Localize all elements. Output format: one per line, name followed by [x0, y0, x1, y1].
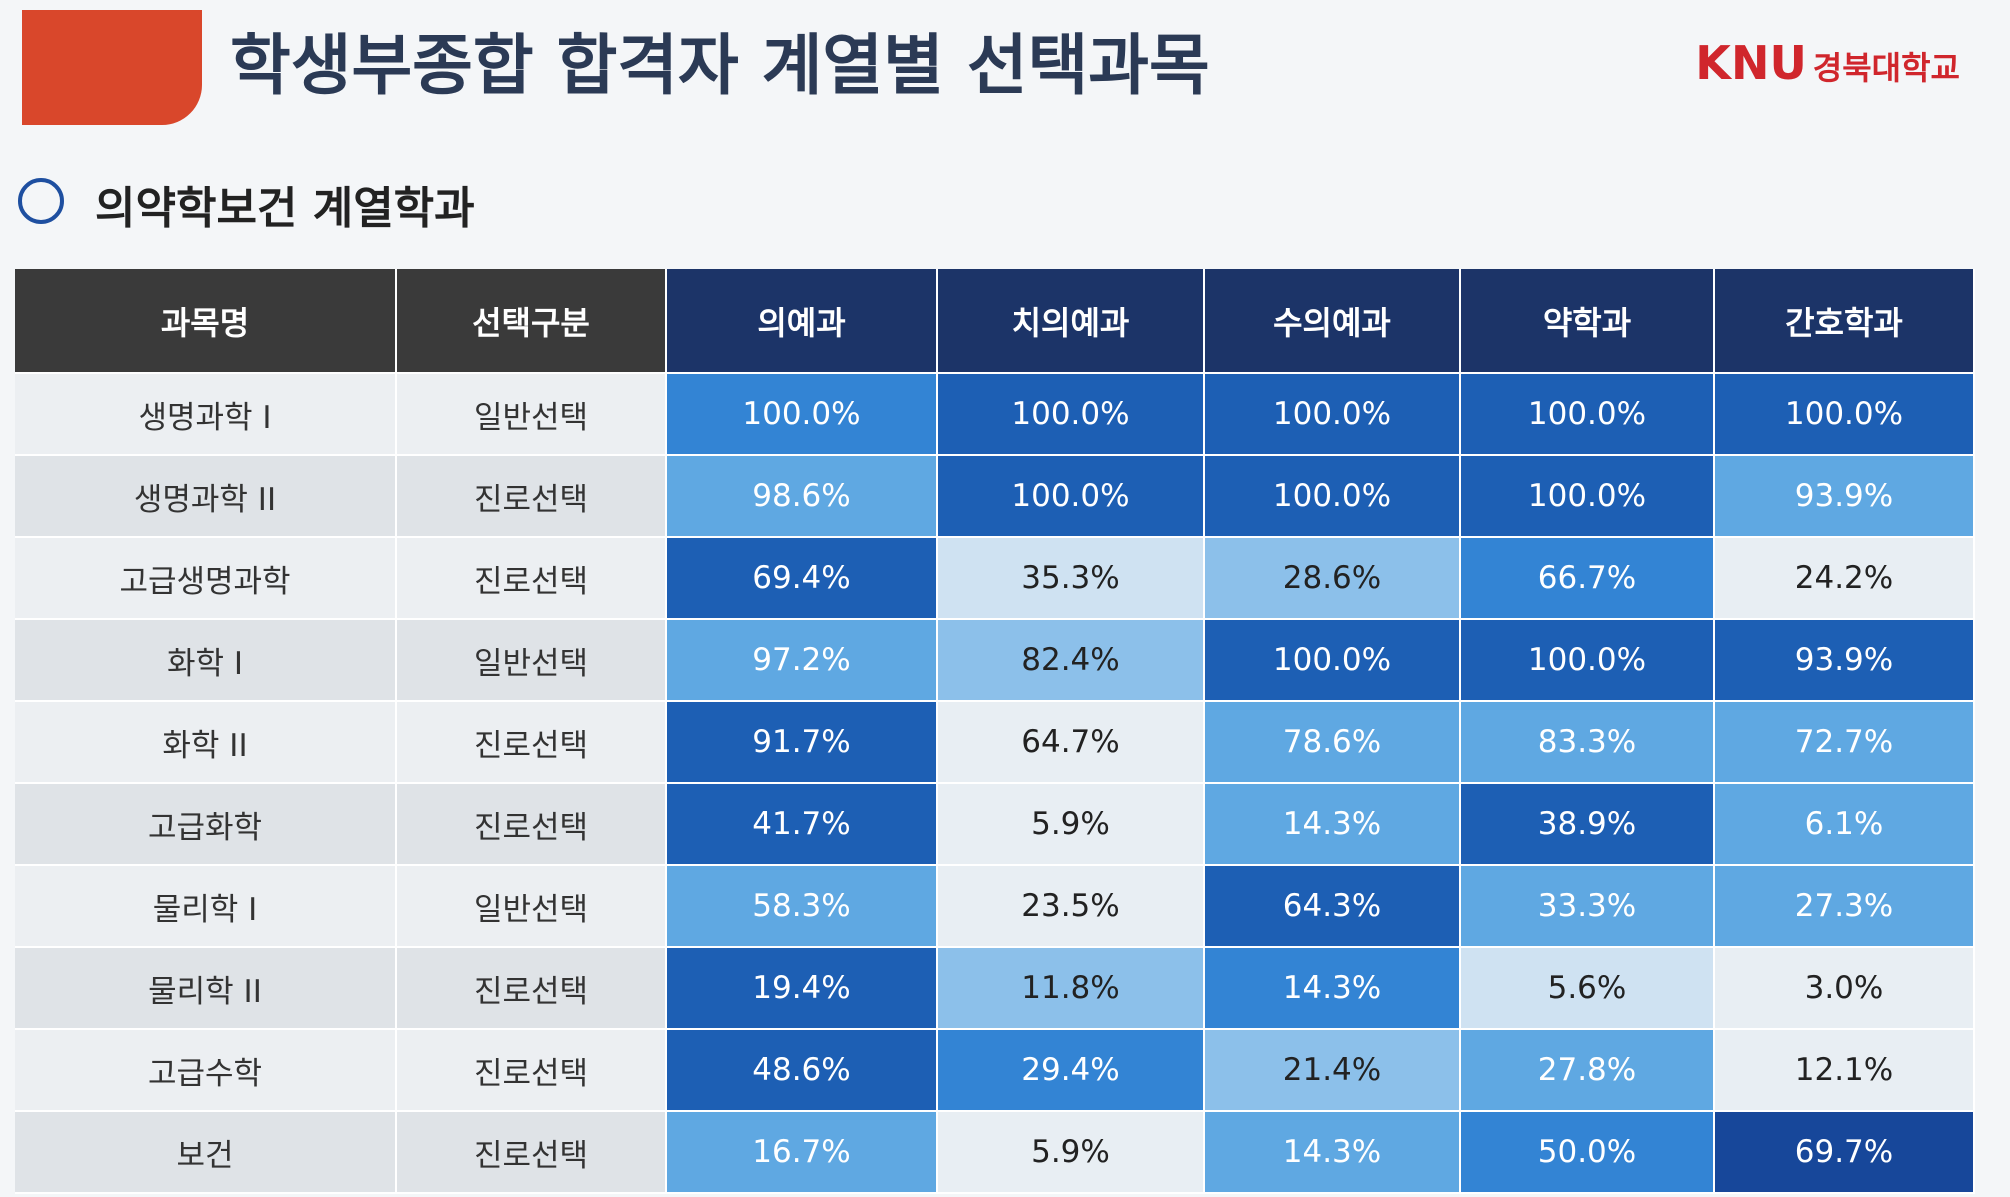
value-cell: 83.3% [1461, 702, 1715, 784]
type-cell: 진로선택 [397, 702, 667, 784]
type-cell: 일반선택 [397, 374, 667, 456]
header-badge [22, 10, 202, 125]
value-cell: 5.9% [938, 1112, 1205, 1194]
subject-cell: 화학 II [15, 702, 397, 784]
value-cell: 100.0% [1205, 620, 1461, 702]
column-header: 선택구분 [397, 269, 667, 374]
type-cell: 일반선택 [397, 620, 667, 702]
value-cell: 11.8% [938, 948, 1205, 1030]
subject-cell: 생명과학 I [15, 374, 397, 456]
section-title: 의약학보건 계열학과 [95, 183, 475, 234]
value-cell: 19.4% [667, 948, 938, 1030]
value-cell: 33.3% [1461, 866, 1715, 948]
value-cell: 38.9% [1461, 784, 1715, 866]
value-cell: 41.7% [667, 784, 938, 866]
value-cell: 14.3% [1205, 948, 1461, 1030]
value-cell: 78.6% [1205, 702, 1461, 784]
subject-cell: 물리학 I [15, 866, 397, 948]
table: 과목명 선택구분 의예과 치의예과 수의예과 약학과 간호학과 생명과학 I 일반선택 100.0… [15, 269, 1975, 1194]
column-header: 과목명 [15, 269, 397, 374]
type-cell: 진로선택 [397, 948, 667, 1030]
value-cell: 64.7% [938, 702, 1205, 784]
type-cell: 진로선택 [397, 538, 667, 620]
value-cell: 69.4% [667, 538, 938, 620]
value-cell: 6.1% [1715, 784, 1975, 866]
value-cell: 100.0% [1461, 620, 1715, 702]
value-cell: 93.9% [1715, 620, 1975, 702]
value-cell: 97.2% [667, 620, 938, 702]
value-cell: 16.7% [667, 1112, 938, 1194]
value-cell: 100.0% [1461, 456, 1715, 538]
value-cell: 72.7% [1715, 702, 1975, 784]
value-cell: 82.4% [938, 620, 1205, 702]
type-cell: 진로선택 [397, 456, 667, 538]
logo-mark: KNU [1695, 36, 1807, 90]
value-cell: 28.6% [1205, 538, 1461, 620]
column-header: 약학과 [1461, 269, 1715, 374]
type-cell: 일반선택 [397, 866, 667, 948]
subject-cell: 고급화학 [15, 784, 397, 866]
value-cell: 58.3% [667, 866, 938, 948]
subject-cell: 화학 I [15, 620, 397, 702]
column-header: 치의예과 [938, 269, 1205, 374]
check-icon [18, 178, 64, 224]
value-cell: 21.4% [1205, 1030, 1461, 1112]
subject-cell: 고급생명과학 [15, 538, 397, 620]
column-header: 간호학과 [1715, 269, 1975, 374]
value-cell: 100.0% [938, 374, 1205, 456]
type-cell: 진로선택 [397, 1112, 667, 1194]
value-cell: 100.0% [667, 374, 938, 456]
value-cell: 3.0% [1715, 948, 1975, 1030]
column-header: 수의예과 [1205, 269, 1461, 374]
value-cell: 48.6% [667, 1030, 938, 1112]
value-cell: 14.3% [1205, 1112, 1461, 1194]
subject-cell: 고급수학 [15, 1030, 397, 1112]
value-cell: 91.7% [667, 702, 938, 784]
value-cell: 5.6% [1461, 948, 1715, 1030]
value-cell: 69.7% [1715, 1112, 1975, 1194]
value-cell: 64.3% [1205, 866, 1461, 948]
value-cell: 12.1% [1715, 1030, 1975, 1112]
value-cell: 66.7% [1461, 538, 1715, 620]
logo: KNU 경북대학교 [1695, 36, 1960, 90]
value-cell: 100.0% [1461, 374, 1715, 456]
value-cell: 27.8% [1461, 1030, 1715, 1112]
value-cell: 27.3% [1715, 866, 1975, 948]
logo-name: 경북대학교 [1812, 49, 1960, 87]
subject-cell: 물리학 II [15, 948, 397, 1030]
value-cell: 100.0% [1715, 374, 1975, 456]
value-cell: 93.9% [1715, 456, 1975, 538]
value-cell: 35.3% [938, 538, 1205, 620]
column-header: 의예과 [667, 269, 938, 374]
value-cell: 29.4% [938, 1030, 1205, 1112]
value-cell: 100.0% [1205, 456, 1461, 538]
value-cell: 100.0% [1205, 374, 1461, 456]
value-cell: 14.3% [1205, 784, 1461, 866]
type-cell: 진로선택 [397, 784, 667, 866]
value-cell: 24.2% [1715, 538, 1975, 620]
value-cell: 23.5% [938, 866, 1205, 948]
subject-cell: 생명과학 II [15, 456, 397, 538]
type-cell: 진로선택 [397, 1030, 667, 1112]
value-cell: 5.9% [938, 784, 1205, 866]
value-cell: 50.0% [1461, 1112, 1715, 1194]
value-cell: 100.0% [938, 456, 1205, 538]
subject-cell: 보건 [15, 1112, 397, 1194]
page-title: 학생부종합 합격자 계열별 선택과목 [230, 27, 1210, 104]
value-cell: 98.6% [667, 456, 938, 538]
